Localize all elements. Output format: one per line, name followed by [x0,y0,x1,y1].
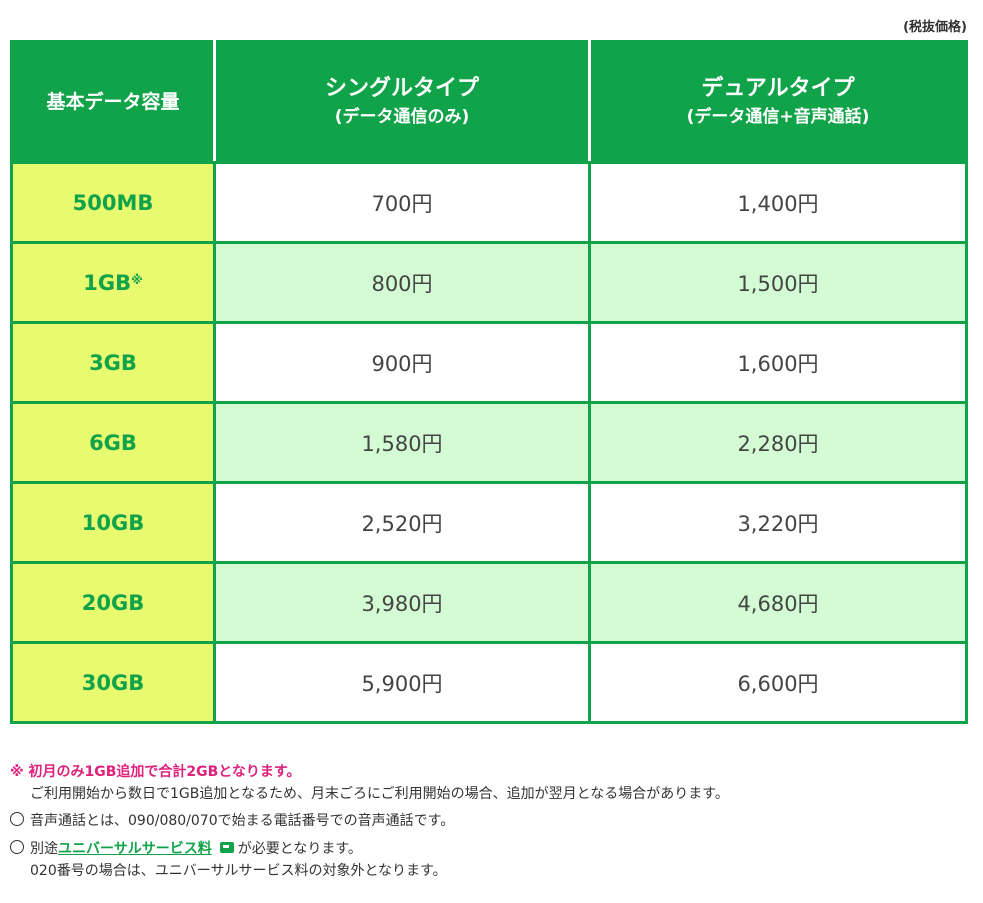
header-single-type: シングルタイプ (データ通信のみ) [213,40,591,164]
table-row: 500MB 700円 1,400円 [10,161,968,244]
header-single-subtitle: (データ通信のみ) [334,106,470,127]
single-price-cell: 900円 [213,321,591,404]
capacity-footnote-mark: ※ [131,272,143,287]
capacity-label: 1GB [83,270,132,295]
capacity-label: 500MB [72,190,154,215]
dual-price-cell: 6,600円 [588,641,968,724]
capacity-cell: 30GB [10,641,216,724]
universal-service-fee-link[interactable]: ユニバーサルサービス料 [58,841,212,858]
capacity-label: 3GB [89,350,137,375]
header-single-title: シングルタイプ [324,75,479,101]
header-capacity-label: 基本データ容量 [46,90,180,113]
header-capacity: 基本データ容量 [10,40,216,164]
single-price-cell: 3,980円 [213,561,591,644]
footnote-universal-prefix: 別途 [30,841,58,858]
capacity-cell: 10GB [10,481,216,564]
table-row: 6GB 1,580円 2,280円 [10,401,968,484]
header-dual-title: デュアルタイプ [701,75,855,101]
tax-note: (税抜価格) [903,20,967,35]
capacity-label: 10GB [81,510,145,535]
external-window-icon [219,842,234,854]
table-row: 10GB 2,520円 3,220円 [10,481,968,564]
header-dual-type: デュアルタイプ (データ通信+音声通話) [588,40,968,164]
circle-bullet-icon [10,840,24,855]
capacity-label: 20GB [81,590,145,615]
single-price-cell: 5,900円 [213,641,591,724]
footnote-universal-service: 別途ユニバーサルサービス料 が必要となります。 [10,839,970,861]
footnote-first-month-title: ※ 初月のみ1GB追加で合計2GBとなります。 [10,764,301,780]
table-row: 30GB 5,900円 6,600円 [10,641,968,724]
capacity-cell: 20GB [10,561,216,644]
single-price-cell: 800円 [213,241,591,324]
footnote-first-month-body: ご利用開始から数日で1GB追加となるため、月末ごろにご利用開始の場合、追加が翌月… [30,785,729,802]
capacity-cell: 1GB※ [10,241,216,324]
header-dual-subtitle: (データ通信+音声通話) [686,106,870,127]
dual-price-cell: 1,600円 [588,321,968,404]
dual-price-cell: 4,680円 [588,561,968,644]
dual-price-cell: 1,500円 [588,241,968,324]
table-header-row: 基本データ容量 シングルタイプ (データ通信のみ) デュアルタイプ (データ通信… [10,40,968,164]
capacity-label: 6GB [89,430,137,455]
footnote-voice-call-text: 音声通話とは、090/080/070で始まる電話番号での音声通話です。 [30,813,455,830]
single-price-cell: 2,520円 [213,481,591,564]
capacity-cell: 6GB [10,401,216,484]
circle-bullet-icon [10,812,24,827]
table-row: 1GB※ 800円 1,500円 [10,241,968,324]
capacity-cell: 3GB [10,321,216,404]
table-row: 20GB 3,980円 4,680円 [10,561,968,644]
capacity-cell: 500MB [10,161,216,244]
dual-price-cell: 2,280円 [588,401,968,484]
footnotes: ※ 初月のみ1GB追加で合計2GBとなります。 ご利用開始から数日で1GB追加と… [10,762,970,882]
capacity-label: 30GB [81,670,145,695]
single-price-cell: 700円 [213,161,591,244]
table-row: 3GB 900円 1,600円 [10,321,968,404]
price-table: 基本データ容量 シングルタイプ (データ通信のみ) デュアルタイプ (データ通信… [10,40,968,724]
footnote-universal-body: 020番号の場合は、ユニバーサルサービス料の対象外となります。 [30,862,447,879]
dual-price-cell: 1,400円 [588,161,968,244]
footnote-universal-suffix: が必要となります。 [237,841,362,858]
single-price-cell: 1,580円 [213,401,591,484]
dual-price-cell: 3,220円 [588,481,968,564]
footnote-voice-call: 音声通話とは、090/080/070で始まる電話番号での音声通話です。 [10,811,970,833]
